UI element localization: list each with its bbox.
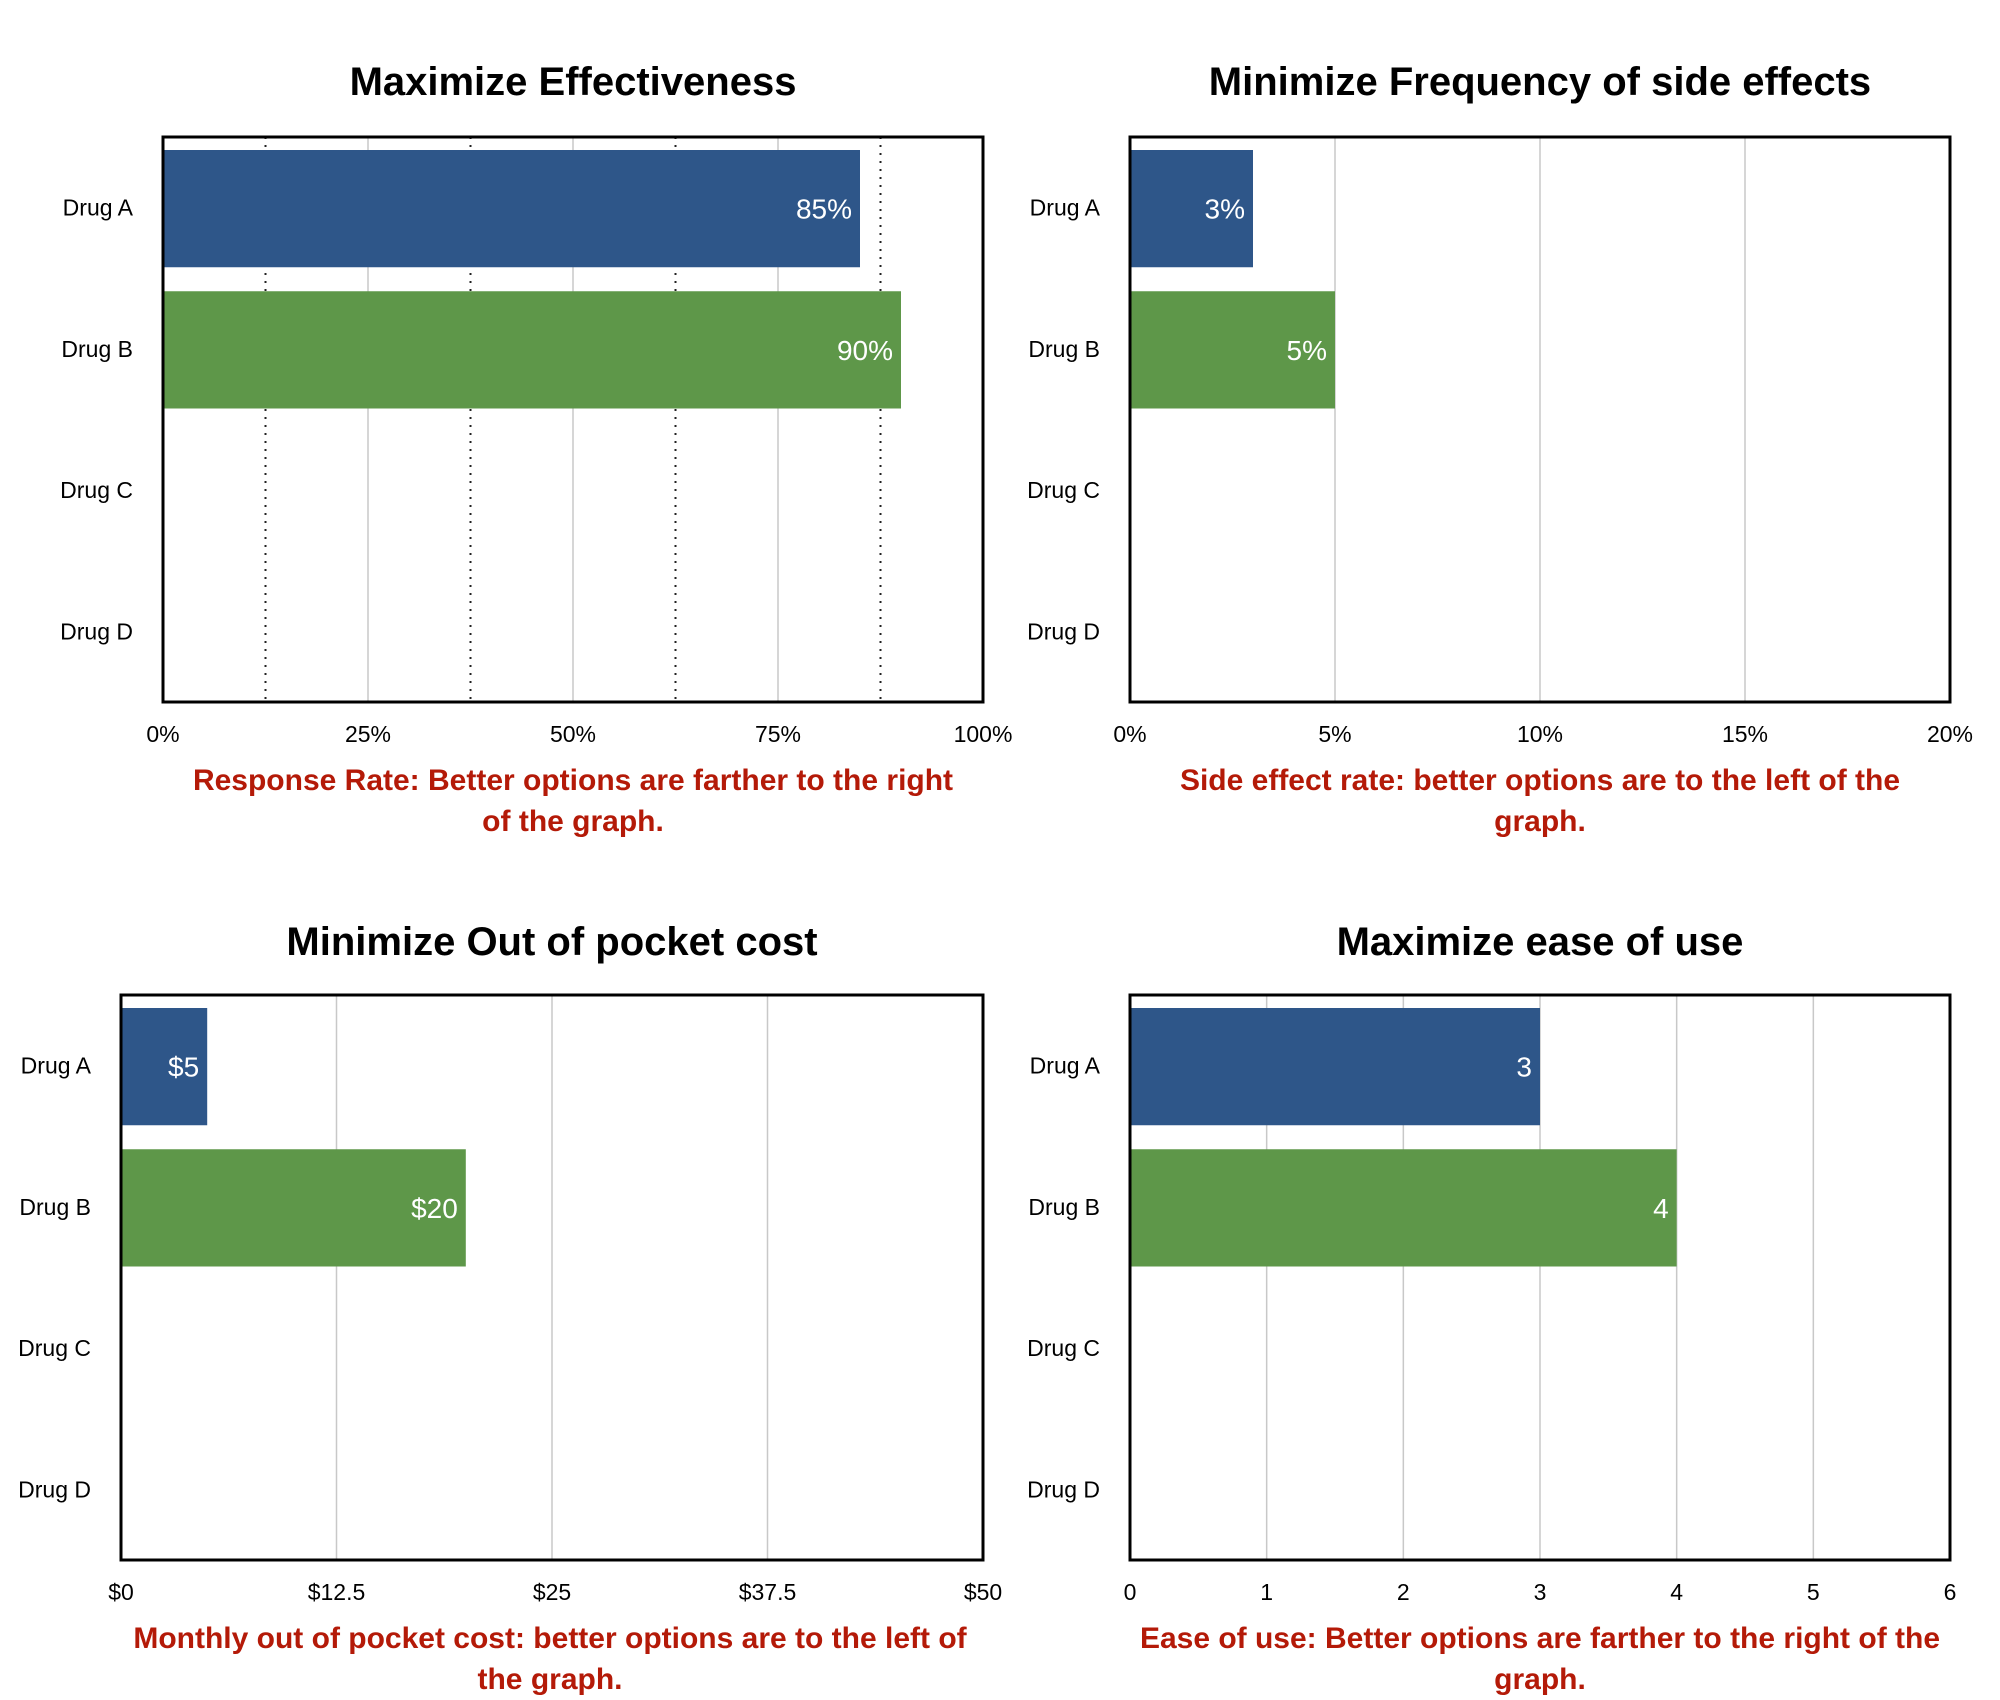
x-tick-label: 15% [1722,721,1768,747]
bar-value-label: 3% [1205,194,1245,225]
x-tick-label: 20% [1927,721,1973,747]
x-tick-label: 6 [1944,1579,1957,1605]
category-label: Drug B [19,1194,91,1220]
x-tick-label: 4 [1670,1579,1683,1605]
bar-drug-b [1130,291,1335,409]
chart-title: Minimize Out of pocket cost [286,920,818,964]
category-label: Drug C [1027,477,1100,503]
x-tick-label: $0 [108,1579,134,1605]
chart-plot: 3% 5% Drug A Drug B Drug C Drug D 0% 5% 10% 15% 20… [1027,135,1973,747]
x-tick-label: 1 [1260,1579,1273,1605]
category-label: Drug D [60,618,133,644]
category-label: Drug A [63,195,134,221]
category-label: Drug D [18,1476,91,1502]
chart-plot: 3 4 Drug A Drug B Drug C Drug D 0 1 2 3 4 5 6 [1027,993,1956,1605]
x-tick-label: 0 [1124,1579,1137,1605]
x-tick-label: 0% [146,721,179,747]
bar-drug-b [1130,1149,1677,1267]
bar-value-label: $20 [411,1193,458,1224]
bar-drug-a [163,150,860,268]
plot-frame [161,135,985,704]
category-label: Drug A [1030,195,1101,221]
chart-plot: $5 $20 Drug A Drug B Drug C Drug D $0 $12.5 $25 $… [18,993,1002,1605]
x-tick-label: 100% [954,721,1013,747]
bar-value-label: 3 [1516,1052,1532,1083]
plot-frame [1128,993,1952,1562]
chart-title: Maximize ease of use [1336,920,1744,964]
x-tick-label: $12.5 [308,1579,366,1605]
x-tick-label: 75% [755,721,801,747]
bar-value-label: 90% [837,335,893,366]
chart-title: Maximize Effectiveness [349,60,797,104]
x-tick-label: 25% [345,721,391,747]
bar-drug-a [1130,150,1253,268]
plot-frame [119,993,985,1562]
category-label: Drug A [21,1053,92,1079]
x-tick-label: 2 [1397,1579,1410,1605]
bar-value-label: 4 [1653,1193,1669,1224]
plot-frame [1128,135,1952,704]
chart-plot: 85% 90% Drug A Drug B Drug C Drug D 0% 25% 50% 75… [60,135,1012,747]
bar-value-label: 85% [796,194,852,225]
x-tick-label: 5 [1807,1579,1820,1605]
chart-caption: Side effect rate: better options are to … [1179,764,1901,838]
x-tick-label: $50 [964,1579,1002,1605]
bar-drug-b [163,291,901,409]
category-label: Drug C [60,477,133,503]
category-label: Drug D [1027,1476,1100,1502]
category-label: Drug B [1028,336,1100,362]
x-tick-label: 0% [1113,721,1146,747]
bar-value-label: $5 [168,1052,199,1083]
bar-drug-a [1130,1008,1540,1126]
category-label: Drug C [18,1335,91,1361]
chart-caption: Monthly out of pocket cost: better optio… [133,1622,967,1696]
x-tick-label: $25 [533,1579,571,1605]
x-tick-label: 10% [1517,721,1563,747]
chart-caption: Ease of use: Better options are farther … [1139,1622,1941,1696]
x-tick-label: 50% [550,721,596,747]
chart-caption: Response Rate: Better options are farthe… [192,764,954,838]
bar-value-label: 5% [1287,335,1327,366]
chart-title: Minimize Frequency of side effects [1208,60,1872,104]
bar-drug-b [121,1149,466,1267]
bar-drug-a [121,1008,208,1126]
x-tick-label: 3 [1534,1579,1547,1605]
category-label: Drug B [1028,1194,1100,1220]
category-label: Drug A [1030,1053,1101,1079]
category-label: Drug C [1027,1335,1100,1361]
category-label: Drug D [1027,618,1100,644]
category-label: Drug B [61,336,133,362]
x-tick-label: 5% [1318,721,1351,747]
x-tick-label: $37.5 [739,1579,797,1605]
